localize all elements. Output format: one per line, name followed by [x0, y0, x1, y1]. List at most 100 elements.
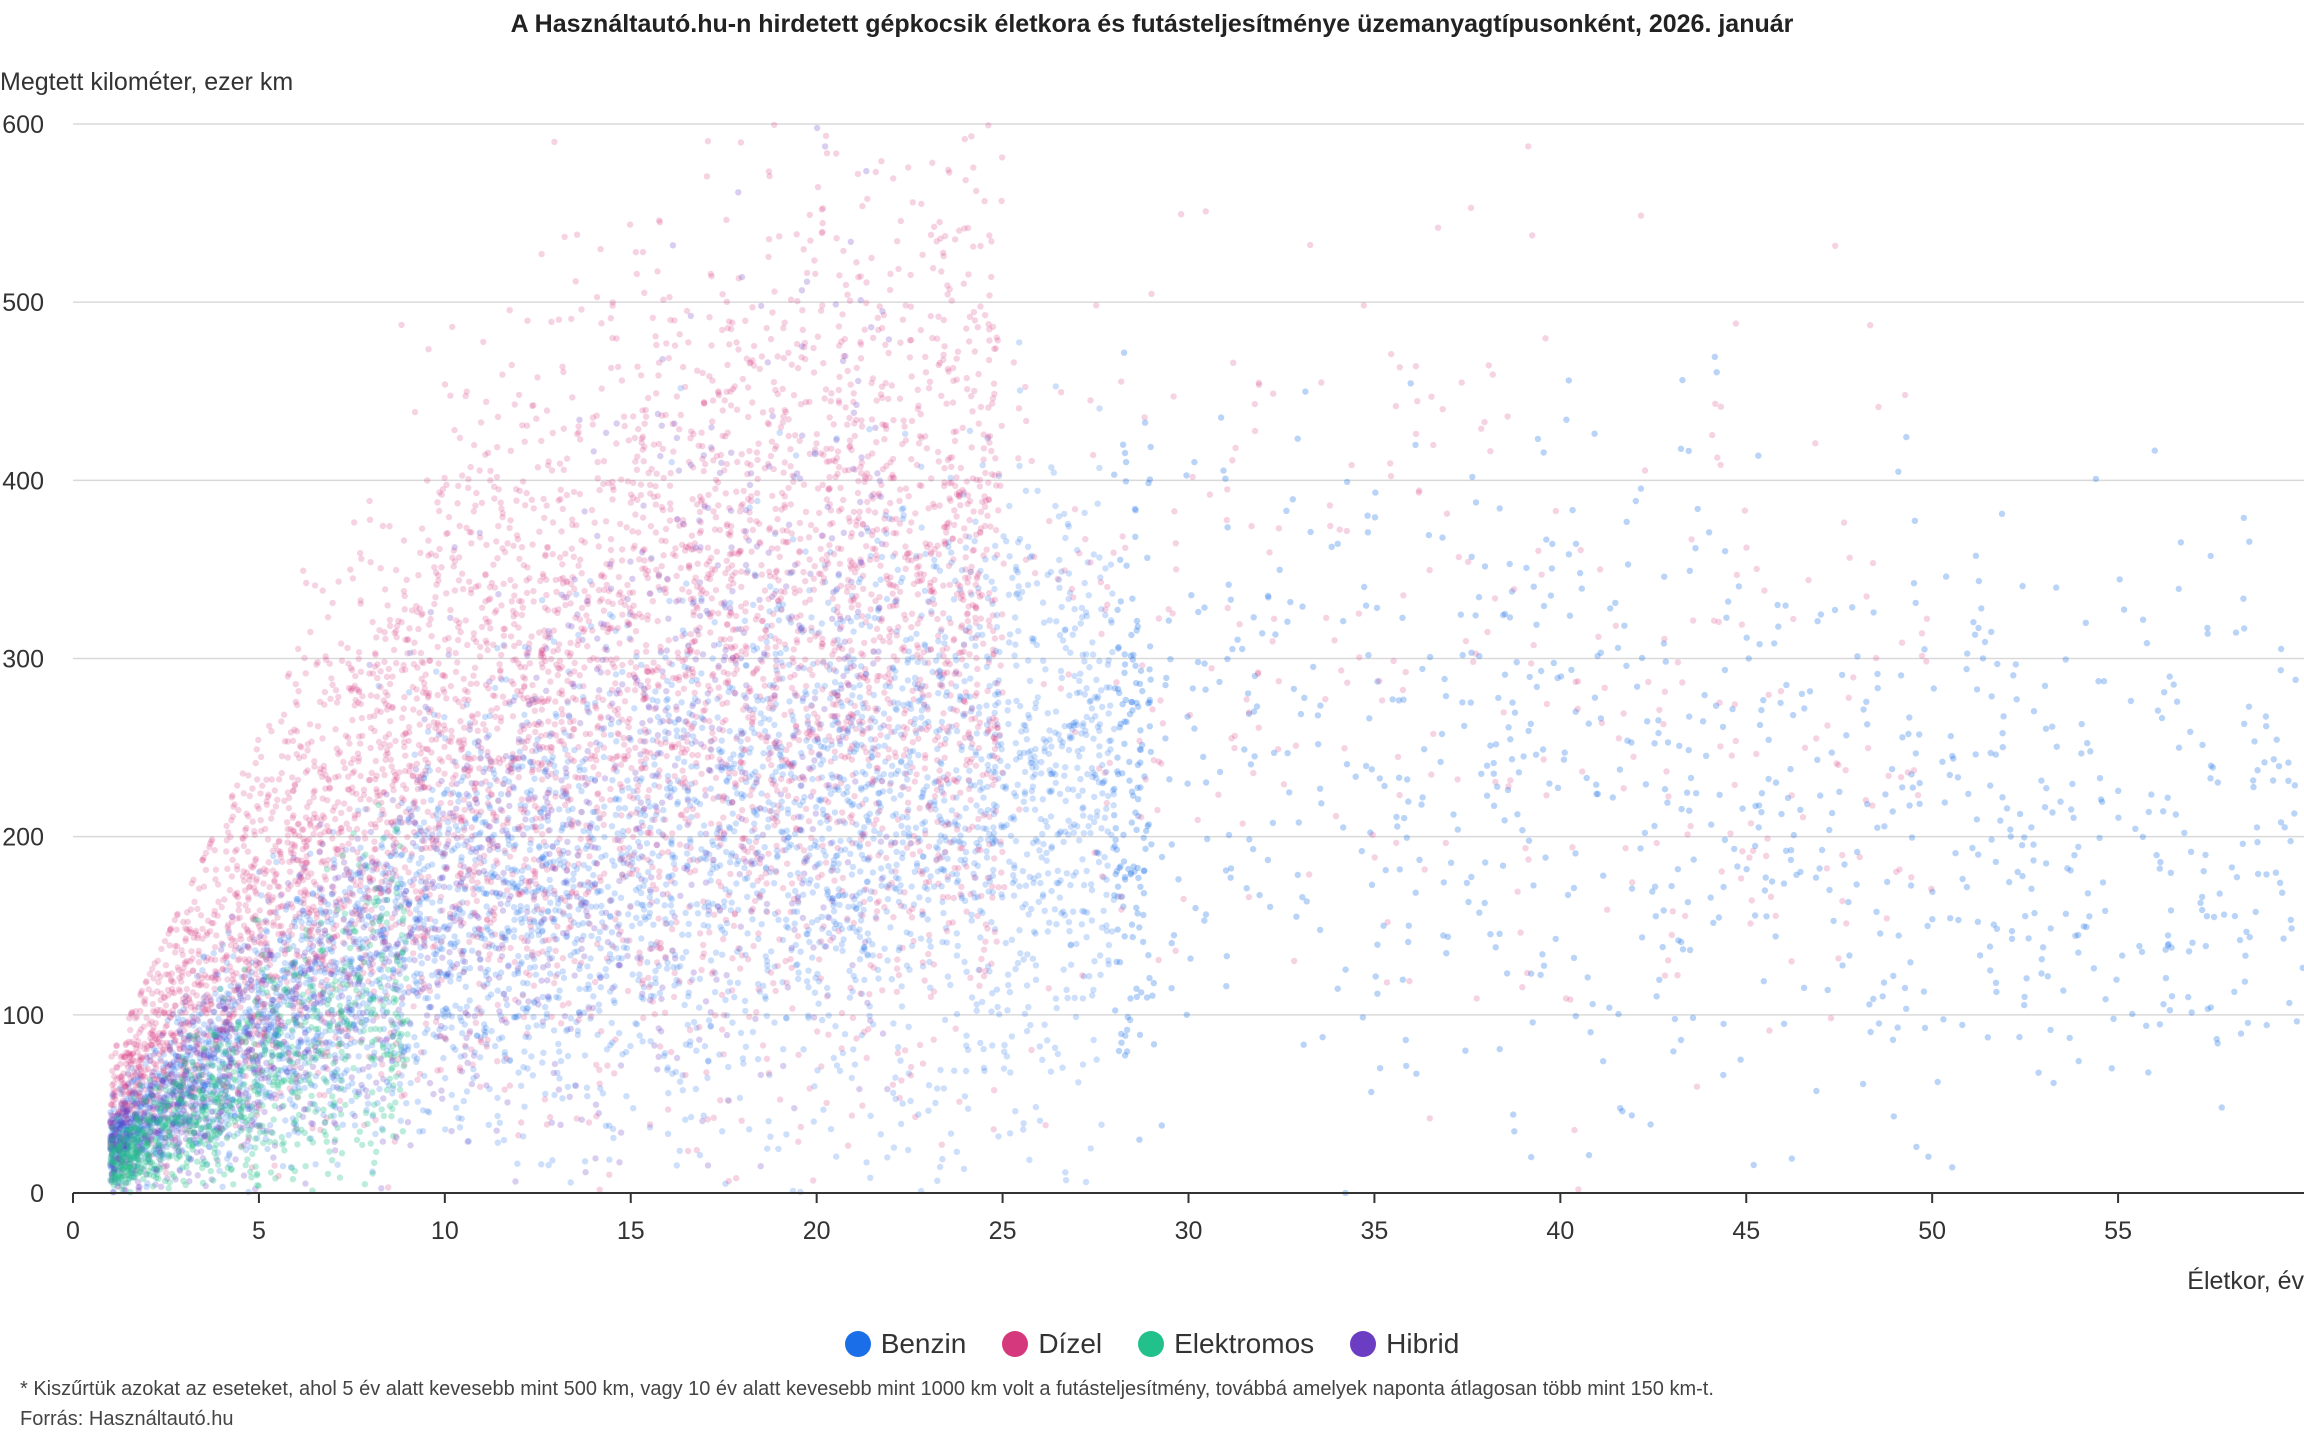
data-point-benzin	[2039, 944, 2047, 951]
data-point-benzin	[1591, 694, 1599, 701]
data-point-benzin	[1005, 639, 1013, 646]
data-point-benzin	[952, 669, 960, 676]
data-point-benzin	[918, 714, 925, 721]
data-point-benzin	[897, 1057, 904, 1064]
data-point-benzin	[1021, 768, 1029, 776]
data-point-benzin	[867, 1174, 874, 1182]
data-point-benzin	[1459, 651, 1466, 659]
data-point-benzin	[498, 1034, 506, 1041]
data-point-benzin	[698, 670, 705, 677]
data-point-benzin	[355, 1053, 362, 1060]
data-point-benzin	[1593, 781, 1600, 788]
data-point-benzin	[1780, 1020, 1788, 1027]
data-point-benzin	[1072, 1013, 1080, 1021]
data-point-benzin	[802, 548, 809, 555]
data-point-benzin	[682, 948, 690, 956]
data-point-benzin	[1889, 1036, 1897, 1044]
data-point-benzin	[393, 826, 401, 833]
data-point-benzin	[859, 768, 866, 776]
data-point-benzin	[890, 1089, 897, 1097]
data-point-benzin	[551, 1091, 558, 1099]
data-point-benzin	[700, 922, 707, 929]
data-point-benzin	[1014, 959, 1022, 967]
data-point-benzin	[289, 961, 297, 969]
data-point-benzin	[1006, 1130, 1014, 1137]
data-point-benzin	[1008, 936, 1016, 943]
data-point-benzin	[1668, 882, 1675, 890]
data-point-benzin	[559, 787, 567, 795]
data-point-benzin	[1368, 1088, 1375, 1096]
data-point-benzin	[1107, 561, 1115, 568]
data-point-benzin	[679, 1087, 686, 1094]
data-point-benzin	[951, 818, 959, 825]
data-point-benzin	[2007, 833, 2015, 840]
data-point-benzin	[780, 1046, 787, 1053]
data-point-benzin	[1058, 603, 1065, 611]
data-point-benzin	[1097, 971, 1104, 978]
data-point-benzin	[2016, 810, 2024, 818]
data-point-benzin	[1110, 802, 1117, 809]
data-point-benzin	[2028, 885, 2035, 892]
data-point-benzin	[867, 736, 875, 743]
data-point-benzin	[1006, 502, 1013, 510]
data-point-benzin	[536, 842, 543, 850]
data-point-benzin	[875, 975, 882, 982]
data-point-benzin	[590, 993, 597, 1000]
data-point-benzin	[524, 1024, 532, 1031]
data-point-benzin	[1418, 801, 1425, 808]
data-point-benzin	[1443, 950, 1450, 957]
data-point-benzin	[904, 776, 911, 783]
data-point-benzin	[1012, 1108, 1019, 1115]
data-point-benzin	[861, 945, 868, 953]
data-point-benzin	[895, 1044, 902, 1051]
data-point-benzin	[961, 1093, 969, 1100]
data-point-benzin	[2156, 1021, 2164, 1028]
data-point-benzin	[329, 1074, 336, 1081]
data-point-benzin	[1079, 787, 1086, 794]
data-point-benzin	[1033, 764, 1040, 771]
data-point-benzin	[985, 888, 992, 895]
data-point-benzin	[295, 1043, 302, 1050]
data-point-benzin	[856, 956, 864, 963]
data-point-benzin	[1382, 866, 1389, 874]
data-point-benzin	[2145, 1069, 2152, 1076]
data-point-benzin	[1216, 678, 1223, 686]
data-point-benzin	[500, 1057, 508, 1065]
data-point-benzin	[1606, 1004, 1613, 1011]
data-point-benzin	[1525, 727, 1532, 735]
data-point-benzin	[737, 1029, 745, 1037]
data-point-benzin	[455, 798, 462, 805]
data-point-benzin	[340, 1086, 348, 1094]
data-point-benzin	[1012, 837, 1020, 845]
data-point-benzin	[978, 756, 985, 763]
data-point-benzin	[308, 936, 315, 943]
data-point-benzin	[1043, 849, 1050, 856]
data-point-benzin	[1158, 1122, 1166, 1129]
data-point-benzin	[389, 1090, 396, 1097]
data-point-benzin	[831, 809, 839, 816]
data-point-benzin	[714, 714, 721, 721]
data-point-benzin	[866, 426, 873, 433]
data-point-benzin	[663, 697, 670, 704]
data-point-benzin	[2080, 923, 2087, 930]
data-point-benzin	[2041, 804, 2049, 811]
data-point-benzin	[1864, 721, 1871, 728]
data-point-benzin	[833, 1062, 841, 1069]
data-point-benzin	[1591, 430, 1598, 437]
data-point-benzin	[984, 783, 991, 790]
data-point-benzin	[557, 1057, 565, 1065]
data-point-benzin	[668, 836, 675, 844]
data-point-benzin	[1243, 885, 1250, 892]
data-point-benzin	[365, 1073, 373, 1080]
data-point-benzin	[2022, 913, 2029, 920]
data-point-benzin	[1396, 866, 1404, 873]
data-point-benzin	[2189, 939, 2196, 946]
data-point-benzin	[167, 1039, 174, 1047]
data-point-benzin	[1361, 583, 1368, 591]
data-point-benzin	[549, 1157, 556, 1164]
data-point-benzin	[1756, 641, 1763, 648]
data-point-benzin	[2277, 819, 2285, 826]
data-point-benzin	[947, 1130, 955, 1137]
data-point-benzin	[1111, 471, 1118, 478]
data-point-benzin	[625, 844, 633, 852]
